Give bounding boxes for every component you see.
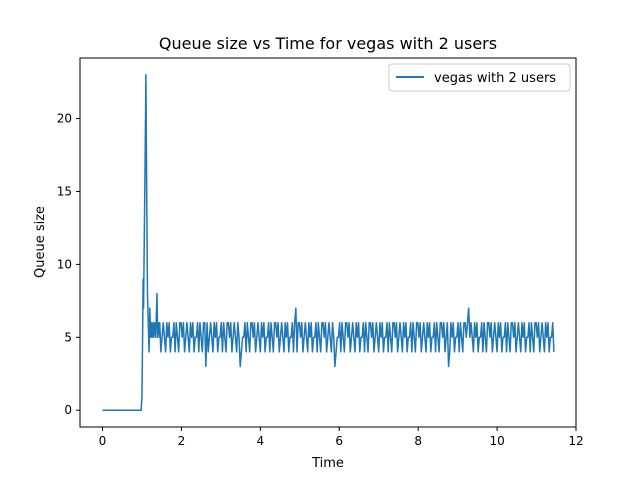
x-tick-label: 6 — [335, 434, 343, 448]
y-tick-label: 10 — [57, 257, 72, 271]
series-layer — [102, 74, 555, 411]
y-tick-label: 20 — [57, 112, 72, 126]
chart-title: Queue size vs Time for vegas with 2 user… — [159, 34, 497, 53]
x-tick-label: 12 — [568, 434, 583, 448]
y-tick-label: 0 — [64, 403, 72, 417]
legend-series-label: vegas with 2 users — [434, 71, 556, 86]
axes-frame — [79, 57, 577, 428]
series-line-vegas-2-users — [102, 74, 555, 411]
plot-area — [79, 57, 577, 428]
y-tick-label: 15 — [57, 184, 72, 198]
y-axis-label: Queue size — [33, 206, 48, 278]
x-tick-label: 2 — [178, 434, 186, 448]
x-tick-label: 8 — [414, 434, 422, 448]
x-tick-label: 10 — [489, 434, 504, 448]
y-tick-label: 5 — [64, 330, 72, 344]
x-tick-label: 4 — [257, 434, 265, 448]
x-tick-label: 0 — [99, 434, 107, 448]
y-axis-ticks: 0 5 10 15 20 — [57, 112, 80, 417]
x-axis-label: Time — [311, 456, 344, 471]
legend-box — [388, 63, 571, 92]
x-axis-ticks: 0 2 4 6 8 10 12 — [99, 427, 584, 448]
legend: vegas with 2 users — [388, 63, 571, 92]
